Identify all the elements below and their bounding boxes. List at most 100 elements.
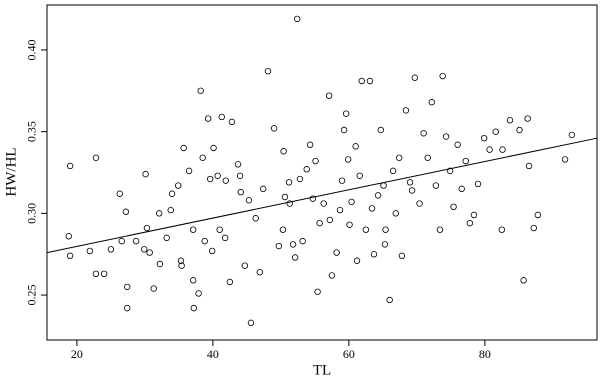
point — [155, 210, 163, 217]
point — [353, 257, 361, 264]
point — [333, 249, 340, 256]
point — [316, 219, 323, 227]
point — [236, 172, 244, 179]
point — [197, 87, 204, 94]
y-tick-label: 0.35 — [25, 121, 39, 142]
point — [380, 182, 387, 189]
point — [86, 247, 94, 255]
point — [436, 226, 444, 233]
point — [344, 156, 352, 163]
point — [346, 221, 353, 228]
point — [216, 226, 223, 233]
point — [312, 157, 319, 165]
fit-line — [46, 137, 598, 254]
point — [561, 156, 569, 163]
point — [226, 278, 234, 286]
point — [428, 99, 435, 106]
y-axis-title: HW/HL — [3, 147, 19, 196]
point — [206, 175, 214, 183]
point — [328, 272, 336, 279]
point — [516, 126, 523, 134]
point — [252, 215, 259, 222]
point — [442, 133, 450, 140]
point — [286, 200, 293, 207]
x-axis-title: TL — [313, 362, 331, 378]
point — [454, 141, 461, 148]
point — [204, 115, 212, 122]
point — [309, 195, 317, 202]
point — [92, 154, 100, 161]
point — [386, 296, 393, 304]
point — [189, 226, 197, 233]
point — [275, 242, 283, 250]
point — [264, 67, 272, 75]
point — [289, 241, 297, 248]
point — [370, 251, 378, 258]
point — [234, 161, 242, 168]
point — [66, 162, 74, 170]
point — [358, 77, 365, 85]
point — [142, 170, 149, 178]
point — [280, 148, 287, 155]
point — [368, 205, 376, 212]
point — [256, 268, 263, 276]
point — [116, 190, 123, 197]
plot-frame — [46, 4, 598, 341]
point — [143, 224, 151, 232]
point — [270, 125, 278, 132]
point — [474, 180, 482, 188]
point — [195, 290, 202, 297]
point — [382, 226, 389, 233]
point — [221, 234, 229, 242]
point — [408, 187, 416, 194]
point — [180, 144, 187, 152]
point — [259, 185, 267, 193]
point — [416, 200, 423, 207]
point — [199, 154, 206, 161]
point — [398, 252, 406, 260]
point — [377, 126, 385, 134]
x-tick-label: 20 — [71, 347, 83, 361]
point — [296, 175, 304, 183]
point — [209, 247, 216, 255]
point — [65, 233, 72, 240]
point — [285, 179, 293, 186]
point — [320, 200, 327, 207]
point — [122, 208, 130, 215]
point — [124, 304, 131, 312]
point — [124, 283, 131, 291]
point — [66, 252, 74, 260]
point — [237, 188, 244, 196]
point — [325, 92, 333, 99]
point — [314, 288, 321, 295]
point — [424, 154, 431, 161]
point — [352, 143, 359, 150]
point — [167, 206, 174, 214]
point — [432, 182, 440, 189]
point — [228, 118, 236, 126]
point — [222, 177, 230, 184]
point — [118, 237, 125, 245]
point — [241, 262, 249, 269]
y-tick-label: 0.30 — [25, 203, 39, 224]
point — [247, 319, 255, 327]
point — [306, 141, 314, 148]
point — [177, 257, 185, 264]
point — [338, 177, 346, 184]
point — [499, 146, 506, 153]
point — [303, 166, 310, 173]
point — [340, 126, 348, 134]
point — [492, 128, 499, 135]
point — [366, 77, 374, 85]
point — [150, 285, 157, 292]
point — [480, 134, 488, 142]
point — [299, 237, 306, 245]
point — [293, 15, 301, 23]
point — [524, 115, 531, 122]
point — [520, 277, 527, 284]
point — [146, 249, 153, 256]
point — [156, 260, 164, 268]
point — [411, 74, 418, 81]
point — [201, 237, 208, 245]
